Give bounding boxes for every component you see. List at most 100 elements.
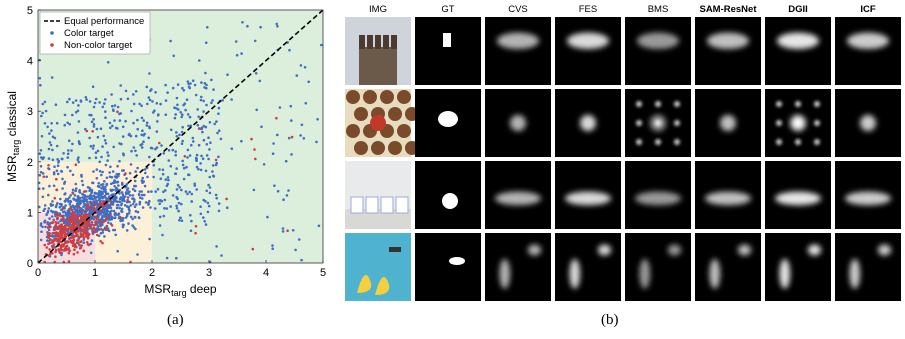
point-color-target	[68, 97, 71, 101]
point-color-target	[131, 217, 134, 221]
point-color-target	[174, 153, 177, 157]
point-color-target	[53, 210, 57, 214]
point-color-target	[114, 126, 118, 130]
point-color-target	[107, 195, 111, 198]
y-tick-label: 4	[27, 56, 33, 68]
point-non-color-target	[254, 157, 257, 161]
point-color-target	[99, 194, 103, 198]
point-non-color-target	[158, 141, 161, 145]
point-color-target	[118, 112, 121, 116]
point-color-target	[112, 145, 115, 149]
point-color-target	[98, 101, 101, 104]
point-color-target	[41, 225, 44, 229]
point-color-target	[71, 142, 74, 146]
point-color-target	[211, 170, 214, 173]
point-color-target	[113, 185, 116, 188]
point-non-color-target	[250, 137, 253, 141]
point-color-target	[47, 147, 51, 151]
point-non-color-target	[62, 243, 65, 247]
cell-ducks-in-pool-icf	[835, 233, 901, 301]
point-color-target	[161, 168, 165, 172]
cell-ducks-in-pool-sam-resnet	[695, 233, 761, 301]
point-color-target	[122, 223, 125, 227]
point-color-target	[133, 184, 136, 188]
point-color-target	[48, 132, 51, 135]
point-color-target	[136, 253, 139, 256]
point-color-target	[62, 210, 65, 214]
point-color-target	[82, 196, 85, 200]
point-non-color-target	[47, 235, 50, 239]
point-color-target	[186, 156, 189, 159]
point-color-target	[94, 156, 98, 159]
point-color-target	[262, 163, 266, 166]
point-color-target	[92, 125, 96, 128]
point-color-target	[184, 108, 187, 112]
cell-pattern-tiles-img	[345, 89, 419, 157]
point-color-target	[127, 212, 131, 215]
point-color-target	[205, 154, 209, 157]
point-color-target	[214, 193, 218, 197]
point-color-target	[94, 151, 98, 154]
point-color-target	[101, 170, 104, 174]
point-non-color-target	[86, 235, 90, 238]
point-non-color-target	[61, 225, 65, 229]
point-non-color-target	[71, 228, 74, 232]
point-non-color-target	[89, 201, 92, 205]
point-color-target	[138, 196, 142, 199]
point-color-target	[41, 102, 45, 106]
point-color-target	[186, 192, 189, 196]
point-color-target	[59, 197, 62, 201]
point-color-target	[140, 190, 143, 193]
point-color-target	[67, 139, 71, 142]
point-color-target	[276, 25, 279, 28]
point-color-target	[100, 183, 103, 187]
point-non-color-target	[65, 244, 69, 248]
point-color-target	[119, 219, 122, 223]
point-color-target	[91, 147, 95, 150]
scatter-chart: 0 1 2 3 4 5 0 1 2 3 4 5 MSRtarg deep MSRtarg classica…	[5, 5, 326, 298]
point-color-target	[88, 136, 91, 140]
point-color-target	[55, 169, 59, 173]
point-non-color-target	[99, 240, 102, 243]
point-color-target	[203, 220, 206, 223]
point-color-target	[122, 152, 125, 155]
point-non-color-target	[74, 214, 77, 217]
point-non-color-target	[74, 163, 78, 166]
point-color-target	[145, 121, 149, 125]
point-color-target	[48, 217, 51, 220]
point-color-target	[221, 99, 224, 102]
point-color-target	[217, 202, 221, 205]
point-color-target	[235, 53, 239, 57]
point-color-target	[38, 205, 41, 209]
point-color-target	[39, 238, 43, 242]
point-color-target	[285, 194, 289, 197]
point-non-color-target	[275, 116, 278, 120]
point-color-target	[286, 41, 290, 44]
point-color-target	[208, 191, 212, 195]
point-color-target	[205, 189, 208, 193]
point-color-target	[124, 119, 127, 123]
point-non-color-target	[76, 216, 79, 219]
point-color-target	[273, 184, 276, 187]
point-color-target	[134, 149, 137, 153]
point-non-color-target	[89, 226, 92, 230]
point-color-target	[140, 104, 143, 107]
point-color-target	[67, 149, 70, 152]
point-color-target	[55, 121, 59, 125]
point-color-target	[118, 159, 121, 163]
point-color-target	[70, 149, 73, 152]
point-non-color-target	[94, 228, 98, 231]
point-non-color-target	[85, 241, 89, 244]
point-color-target	[200, 127, 203, 131]
point-non-color-target	[74, 244, 77, 248]
point-non-color-target	[60, 223, 64, 227]
point-color-target	[177, 209, 180, 213]
point-color-target	[49, 143, 53, 147]
point-non-color-target	[286, 229, 289, 232]
cell-chimney-building-gt	[415, 17, 481, 85]
point-color-target	[148, 98, 152, 102]
point-color-target	[180, 219, 184, 222]
point-non-color-target	[57, 240, 61, 243]
point-non-color-target	[118, 215, 122, 219]
point-color-target	[178, 219, 181, 222]
